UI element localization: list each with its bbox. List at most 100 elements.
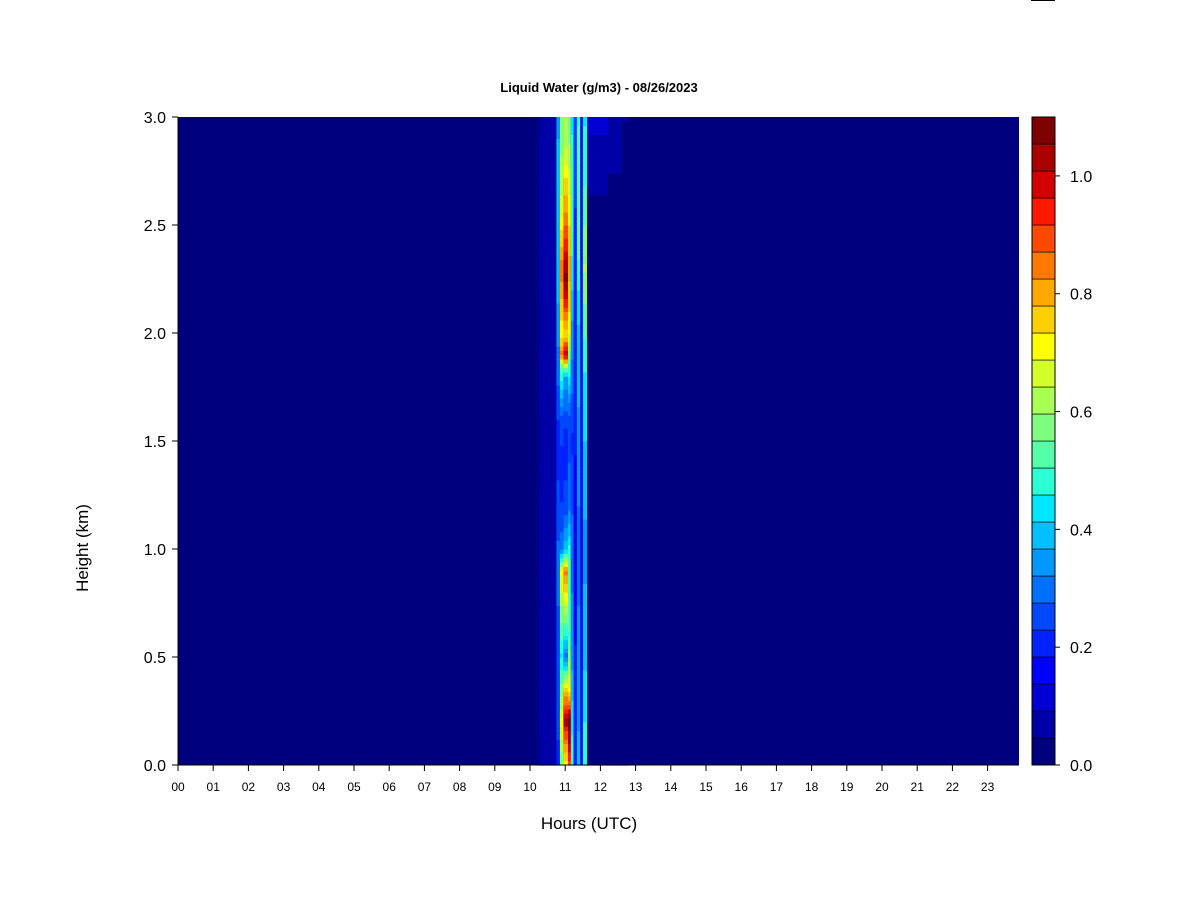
heatmap-cell (580, 756, 583, 762)
heatmap-cell (582, 505, 588, 511)
heatmap-cell (621, 233, 629, 239)
heatmap-cell (582, 151, 588, 157)
heatmap-cell (559, 255, 564, 261)
heatmap-cell (621, 622, 629, 628)
heatmap-cell (559, 536, 564, 541)
x-tick-label: 15 (699, 780, 713, 794)
heatmap-cell (563, 164, 569, 170)
heatmap-cell (582, 553, 588, 559)
heatmap-cell (570, 717, 574, 723)
heatmap-cell (563, 155, 569, 161)
colorbar-swatch (1031, 440, 1056, 469)
heatmap-cell (538, 203, 557, 209)
heatmap-cell (568, 721, 571, 727)
heatmap-cell (621, 155, 629, 161)
heatmap-cell (573, 475, 577, 481)
heatmap-cell (576, 445, 581, 451)
heatmap-cell (582, 523, 588, 528)
heatmap-cell (568, 259, 571, 265)
heatmap-cell (573, 393, 577, 399)
heatmap-cell (621, 294, 629, 300)
heatmap-cell (607, 186, 622, 192)
heatmap-cell (580, 752, 583, 757)
heatmap-cell (582, 177, 588, 183)
heatmap-cell (538, 315, 557, 321)
heatmap-cell (568, 237, 571, 243)
heatmap-cell (570, 142, 574, 148)
heatmap-cell (607, 289, 622, 295)
heatmap-cell (556, 138, 560, 144)
heatmap-cell (568, 121, 571, 127)
heatmap-cell (576, 345, 581, 351)
heatmap-cell (563, 743, 569, 749)
heatmap-cell (538, 328, 557, 334)
heatmap-cell (568, 423, 571, 429)
heatmap-cell (587, 687, 608, 693)
heatmap-cell (556, 587, 560, 593)
heatmap-cell (570, 328, 574, 334)
heatmap-cell (573, 142, 577, 148)
heatmap-cell (556, 453, 560, 459)
heatmap-cell (570, 237, 574, 243)
heatmap-cell (582, 199, 588, 204)
heatmap-cell (538, 514, 557, 520)
heatmap-cell (621, 263, 629, 269)
heatmap-cell (573, 177, 577, 183)
heatmap-cell (570, 471, 574, 477)
heatmap-cell (563, 389, 569, 395)
heatmap-cell (573, 341, 577, 347)
heatmap-cell (621, 164, 629, 170)
heatmap-cell (538, 752, 557, 757)
heatmap-cell (538, 168, 557, 174)
heatmap-cell (538, 583, 557, 589)
heatmap-cell (538, 557, 557, 563)
heatmap-cell (576, 225, 581, 230)
heatmap-cell (570, 691, 574, 697)
heatmap-cell (556, 687, 560, 693)
heatmap-cell (576, 626, 581, 632)
heatmap-cell (580, 168, 583, 174)
heatmap-cell (573, 618, 577, 624)
heatmap-cell (538, 523, 557, 528)
heatmap-cell (570, 255, 574, 261)
heatmap-cell (607, 428, 622, 433)
heatmap-cell (607, 142, 622, 148)
heatmap-cell (559, 622, 564, 628)
heatmap-cell (559, 216, 564, 222)
heatmap-cell (556, 747, 560, 753)
heatmap-cell (621, 631, 629, 636)
heatmap-cell (587, 518, 608, 524)
heatmap-cell (559, 129, 564, 135)
heatmap-cell (573, 207, 577, 213)
heatmap-cell (556, 389, 560, 395)
heatmap-cell (563, 596, 569, 602)
heatmap-cell (563, 125, 569, 131)
heatmap-cell (556, 635, 560, 641)
heatmap-cell (570, 730, 574, 736)
heatmap-cell (563, 423, 569, 429)
heatmap-cell (568, 695, 571, 701)
heatmap-cell (587, 289, 608, 295)
heatmap-cell (568, 233, 571, 239)
heatmap-cell (573, 518, 577, 524)
heatmap-cell (568, 570, 571, 576)
heatmap-cell (607, 436, 622, 442)
heatmap-cell (587, 406, 608, 412)
heatmap-cell (556, 717, 560, 723)
heatmap-cell (568, 756, 571, 762)
heatmap-cell (607, 281, 622, 287)
heatmap-cell (556, 311, 560, 317)
heatmap-cell (580, 739, 583, 744)
heatmap-cell (563, 583, 569, 589)
heatmap-cell (607, 613, 622, 619)
heatmap-cell (587, 350, 608, 356)
heatmap-cell (582, 687, 588, 693)
heatmap-cell (582, 644, 588, 649)
heatmap-cell (582, 268, 588, 274)
heatmap-cell (587, 320, 608, 325)
heatmap-cell (621, 428, 629, 433)
heatmap-cell (621, 199, 629, 204)
heatmap-cell (559, 475, 564, 481)
heatmap-cell (556, 708, 560, 714)
heatmap-cell (570, 639, 574, 645)
